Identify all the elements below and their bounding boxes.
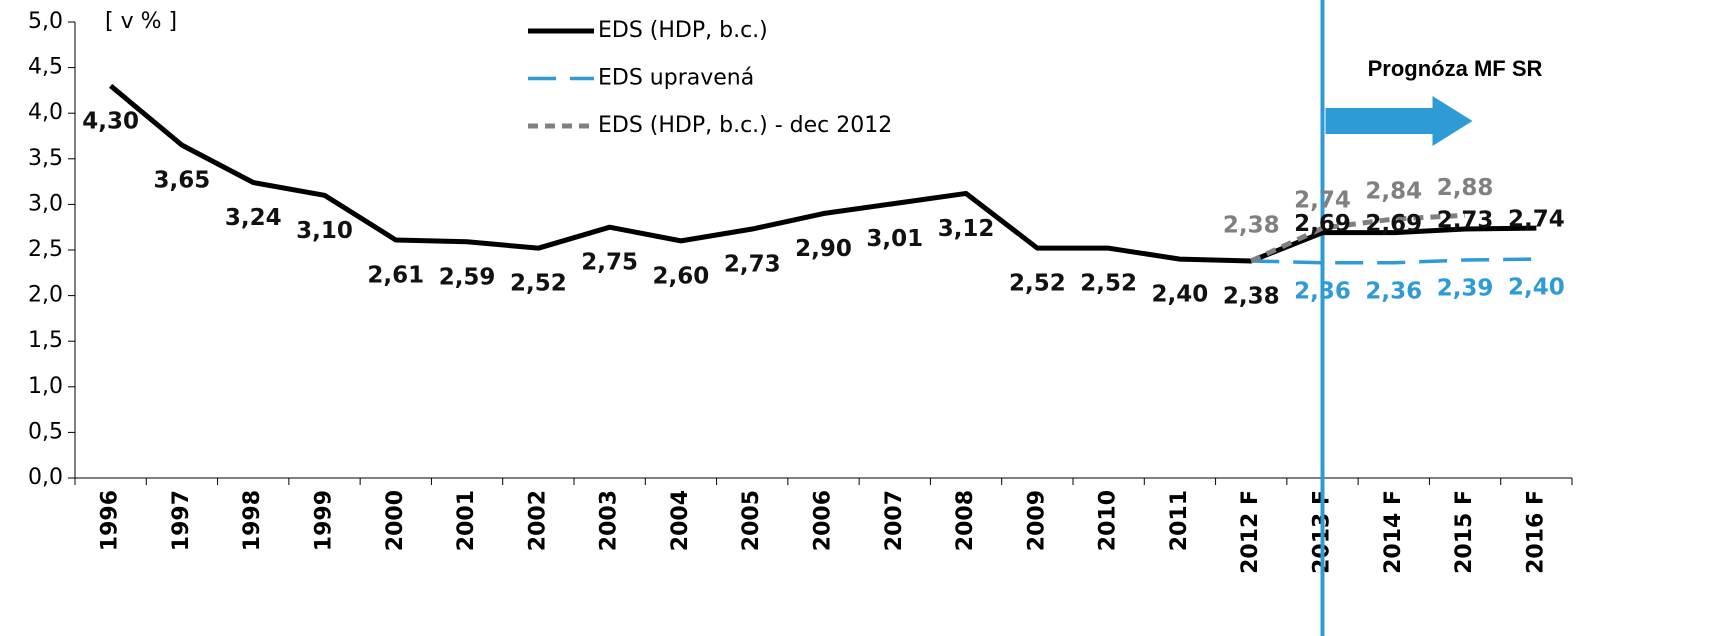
x-tick-label: 2015 F: [1452, 490, 1477, 574]
data-label: 2,75: [581, 250, 638, 276]
data-label: 2,38: [1223, 283, 1280, 309]
data-label: 2,74: [1294, 188, 1351, 214]
data-label: 2,61: [367, 262, 424, 288]
data-label: 2,40: [1152, 282, 1209, 308]
legend-label: EDS (HDP, b.c.): [598, 18, 768, 43]
data-label: 2,84: [1365, 178, 1422, 204]
y-tick-label: 1,0: [28, 374, 63, 399]
data-label: 3,24: [225, 205, 282, 231]
y-tick-label: 0,5: [28, 419, 63, 444]
data-label: 2,73: [724, 252, 781, 278]
x-tick-label: 2000: [383, 490, 408, 551]
data-label: 2,60: [653, 263, 710, 289]
data-label: 3,65: [154, 168, 211, 194]
data-label: 2,90: [795, 236, 852, 262]
x-tick-label: 2005: [739, 490, 764, 551]
series-line: [109, 83, 1537, 264]
y-tick-label: 2,5: [28, 237, 63, 262]
data-label: 2,40: [1508, 275, 1565, 301]
x-tick-label: 2012 F: [1238, 490, 1263, 574]
x-tick-label: 2002: [525, 490, 550, 551]
series-line: [1250, 212, 1466, 264]
data-label: 2,59: [439, 264, 496, 290]
x-tick-label: 2011: [1167, 490, 1192, 551]
x-tick-label: 2006: [811, 490, 836, 551]
legend-label: EDS upravená: [598, 66, 754, 91]
y-tick-label: 4,5: [28, 55, 63, 80]
x-tick-label: 2004: [668, 490, 693, 551]
data-label: 2,69: [1294, 211, 1351, 237]
data-label: 2,52: [1009, 271, 1066, 297]
x-tick-label: 2010: [1096, 490, 1121, 551]
data-label: 2,39: [1437, 276, 1494, 302]
data-label: 2,69: [1365, 211, 1422, 237]
data-label: 2,88: [1437, 175, 1494, 201]
x-tick-label: 2016 F: [1523, 490, 1548, 574]
legend-label: EDS (HDP, b.c.) - dec 2012: [598, 113, 892, 138]
x-tick-label: 2014 F: [1381, 490, 1406, 574]
x-tick-label: 2001: [454, 490, 479, 551]
x-tick-label: 2009: [1024, 490, 1049, 551]
x-tick-label: 2003: [597, 490, 622, 551]
x-tick-label: 1999: [312, 490, 337, 551]
y-tick-label: 1,5: [28, 328, 63, 353]
y-tick-label: 3,5: [28, 146, 63, 171]
x-tick-label: 2008: [953, 490, 978, 551]
y-tick-label: 4,0: [28, 100, 63, 125]
x-tick-label: 1997: [169, 490, 194, 551]
unit-label: [ v % ]: [105, 9, 177, 34]
data-label: 3,01: [866, 226, 923, 252]
y-tick-label: 3,0: [28, 191, 63, 216]
data-label: 2,52: [510, 271, 567, 297]
x-tick-label: 1996: [98, 490, 123, 551]
data-label: 2,36: [1294, 278, 1351, 304]
data-label: 4,30: [82, 108, 139, 134]
data-label: 3,10: [296, 218, 353, 244]
x-tick-label: 1998: [240, 490, 265, 551]
x-tick-label: 2007: [882, 490, 907, 551]
data-label: 2,74: [1508, 207, 1565, 233]
data-label: 2,52: [1080, 271, 1137, 297]
series-line: [1251, 257, 1537, 265]
forecast-annotation: Prognóza MF SR: [1368, 56, 1543, 81]
data-label: 2,38: [1223, 212, 1280, 238]
y-tick-label: 0,0: [28, 465, 63, 490]
forecast-arrow: [1325, 96, 1473, 146]
y-tick-label: 5,0: [28, 9, 63, 34]
y-tick-label: 2,0: [28, 283, 63, 308]
data-label: 2,73: [1437, 208, 1494, 234]
data-label: 3,12: [938, 216, 995, 242]
data-label: 2,36: [1365, 278, 1422, 304]
